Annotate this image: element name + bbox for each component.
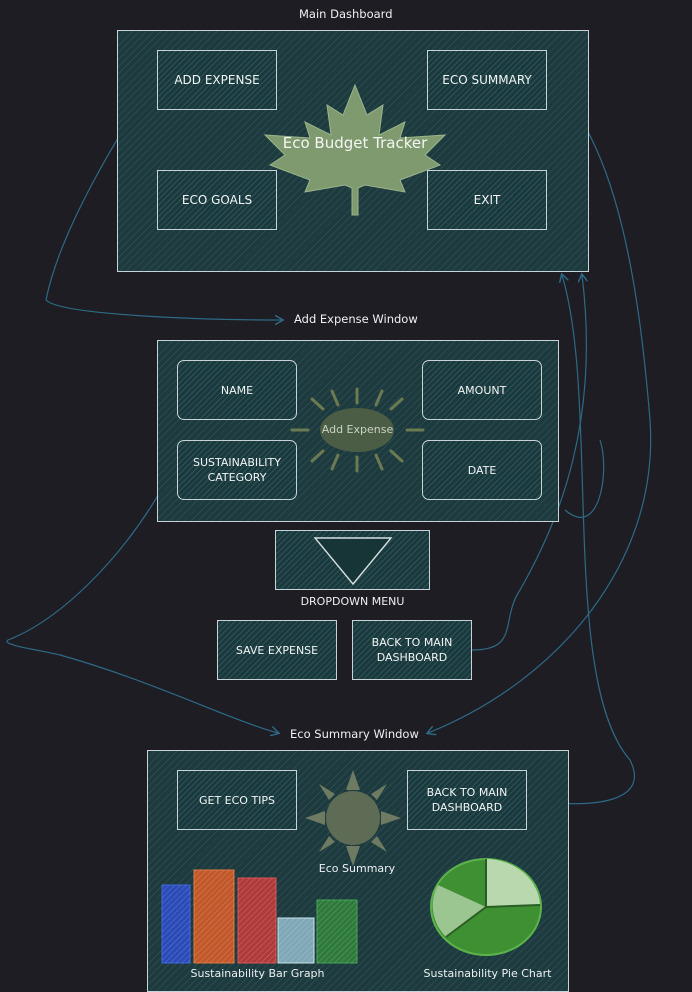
sun-icon — [290, 387, 425, 473]
main-dashboard-title: Main Dashboard — [299, 7, 393, 21]
add-expense-button[interactable]: ADD EXPENSE — [157, 50, 277, 110]
add-expense-window-title: Add Expense Window — [294, 312, 418, 326]
sustainability-category-field[interactable]: SUSTAINABILITY CATEGORY — [177, 440, 297, 500]
eco-summary-center-label: Eco Summary — [318, 862, 396, 875]
eco-summary-button[interactable]: ECO SUMMARY — [427, 50, 547, 110]
maple-leaf-icon — [263, 83, 447, 216]
arrow-category-to-summary — [6, 491, 278, 733]
dropdown-triangle-icon — [313, 537, 392, 586]
add-expense-center-label: Add Expense — [321, 423, 394, 436]
amount-field[interactable]: AMOUNT — [422, 360, 542, 420]
bar-red — [237, 877, 277, 964]
eco-goals-button[interactable]: ECO GOALS — [157, 170, 277, 230]
bar-blue — [161, 884, 191, 964]
bar-green — [316, 899, 358, 964]
name-field[interactable]: NAME — [177, 360, 297, 420]
pie-chart-label: Sustainability Pie Chart — [423, 967, 552, 980]
exit-button[interactable]: EXIT — [427, 170, 547, 230]
date-field[interactable]: DATE — [422, 440, 542, 500]
eco-summary-sun-icon — [305, 770, 401, 866]
dropdown-menu[interactable] — [275, 530, 430, 590]
sustainability-pie-chart — [430, 858, 542, 956]
back-to-main-button-summary[interactable]: BACK TO MAIN DASHBOARD — [407, 770, 527, 830]
bar-graph-label: Sustainability Bar Graph — [190, 967, 325, 980]
get-eco-tips-button[interactable]: GET ECO TIPS — [177, 770, 297, 830]
bar-orange — [193, 869, 235, 964]
app-name: Eco Budget Tracker — [282, 134, 428, 152]
save-expense-button[interactable]: SAVE EXPENSE — [217, 620, 337, 680]
dropdown-menu-label: DROPDOWN MENU — [300, 595, 405, 608]
eco-summary-window-title: Eco Summary Window — [290, 727, 419, 741]
back-to-main-button-expense[interactable]: BACK TO MAIN DASHBOARD — [352, 620, 472, 680]
sustainability-bar-graph — [161, 869, 358, 964]
bar-light — [277, 917, 315, 964]
